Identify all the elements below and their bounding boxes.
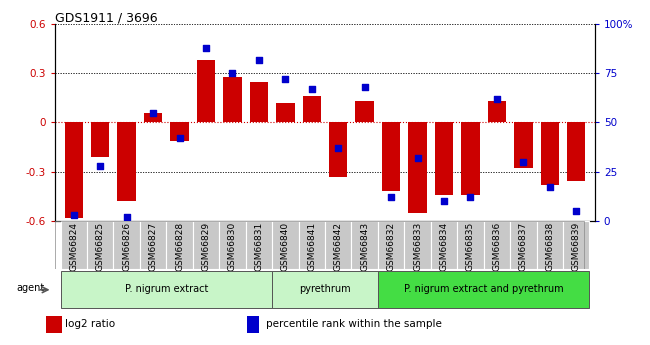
Bar — [457, 221, 484, 269]
Bar — [246, 221, 272, 269]
Bar — [247, 316, 259, 333]
Text: percentile rank within the sample: percentile rank within the sample — [266, 319, 443, 329]
Point — [465, 195, 476, 200]
Point — [571, 208, 582, 214]
Text: GSM66836: GSM66836 — [493, 222, 501, 272]
Text: GSM66830: GSM66830 — [228, 222, 237, 272]
Bar — [514, 122, 532, 168]
Point — [148, 110, 159, 115]
Bar — [378, 221, 404, 269]
Bar — [356, 101, 374, 122]
Text: GSM66840: GSM66840 — [281, 222, 290, 272]
Bar — [382, 122, 400, 191]
Bar — [510, 221, 536, 269]
Text: GSM66838: GSM66838 — [545, 222, 554, 272]
Bar — [223, 77, 242, 122]
Bar — [563, 221, 590, 269]
Point — [95, 163, 105, 168]
Bar — [352, 221, 378, 269]
Bar — [140, 221, 166, 269]
Point — [412, 155, 423, 161]
Bar — [166, 221, 193, 269]
Bar — [541, 122, 559, 185]
Text: GSM66839: GSM66839 — [572, 222, 580, 272]
Bar — [91, 122, 109, 157]
Bar — [484, 221, 510, 269]
Text: GSM66828: GSM66828 — [175, 222, 184, 272]
Bar — [46, 316, 62, 333]
Bar — [272, 271, 378, 308]
Point — [386, 195, 396, 200]
Bar — [302, 96, 321, 122]
Text: GSM66825: GSM66825 — [96, 222, 105, 272]
Bar — [144, 112, 162, 122]
Point — [333, 145, 343, 151]
Bar — [60, 221, 87, 269]
Bar — [118, 122, 136, 201]
Point — [307, 86, 317, 92]
Text: GSM66842: GSM66842 — [333, 222, 343, 271]
Text: GSM66826: GSM66826 — [122, 222, 131, 272]
Bar — [219, 221, 246, 269]
Point — [254, 57, 264, 62]
Text: GSM66834: GSM66834 — [439, 222, 448, 272]
Text: GSM66827: GSM66827 — [149, 222, 157, 272]
Bar — [435, 122, 453, 195]
Bar — [64, 122, 83, 218]
Text: pyrethrum: pyrethrum — [299, 284, 351, 294]
Bar — [298, 221, 325, 269]
Text: GSM66833: GSM66833 — [413, 222, 422, 272]
Bar — [250, 81, 268, 122]
Point — [359, 84, 370, 90]
Text: GSM66835: GSM66835 — [466, 222, 475, 272]
Text: P. nigrum extract and pyrethrum: P. nigrum extract and pyrethrum — [404, 284, 564, 294]
Text: GSM66832: GSM66832 — [387, 222, 396, 272]
Point — [439, 198, 449, 204]
Text: GSM66829: GSM66829 — [202, 222, 211, 272]
Point — [68, 212, 79, 218]
Bar — [378, 271, 590, 308]
Point — [122, 214, 132, 220]
Point — [201, 45, 211, 50]
Text: GSM66831: GSM66831 — [254, 222, 263, 272]
Text: GSM66837: GSM66837 — [519, 222, 528, 272]
Bar — [87, 221, 114, 269]
Text: GSM66843: GSM66843 — [360, 222, 369, 272]
Text: GSM66824: GSM66824 — [70, 222, 78, 271]
Point — [280, 77, 291, 82]
Bar — [197, 60, 215, 122]
Point — [545, 185, 555, 190]
Bar — [567, 122, 586, 181]
Bar — [272, 221, 298, 269]
Bar — [408, 122, 427, 213]
Text: GDS1911 / 3696: GDS1911 / 3696 — [55, 11, 158, 24]
Bar — [431, 221, 457, 269]
Point — [227, 71, 238, 76]
Text: agent: agent — [17, 283, 45, 293]
Bar — [193, 221, 219, 269]
Text: log2 ratio: log2 ratio — [65, 319, 115, 329]
Text: GSM66841: GSM66841 — [307, 222, 317, 272]
Point — [174, 136, 185, 141]
Bar — [488, 101, 506, 122]
Bar — [404, 221, 431, 269]
Text: P. nigrum extract: P. nigrum extract — [125, 284, 208, 294]
Bar — [170, 122, 188, 140]
Bar — [325, 221, 352, 269]
Bar — [536, 221, 563, 269]
Point — [518, 159, 528, 165]
Point — [491, 96, 502, 102]
Bar — [114, 221, 140, 269]
Bar — [462, 122, 480, 195]
Bar — [60, 271, 272, 308]
Bar — [329, 122, 348, 177]
Bar — [276, 103, 294, 122]
